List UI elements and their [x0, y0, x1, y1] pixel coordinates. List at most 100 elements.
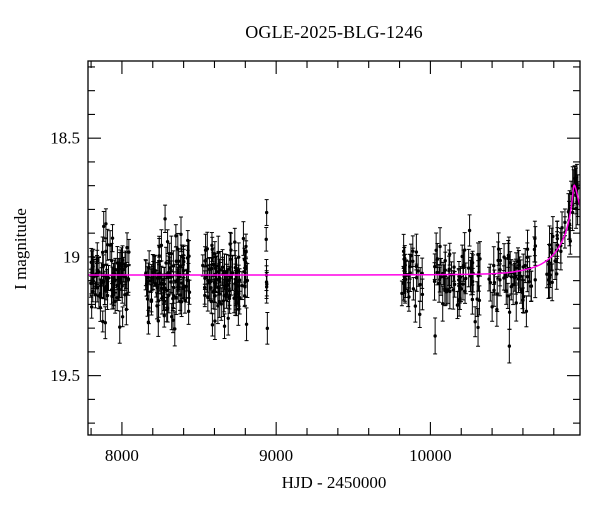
- data-point: [242, 284, 247, 308]
- data-point: [144, 271, 149, 297]
- data-point: [434, 232, 439, 269]
- data-point: [216, 235, 221, 270]
- data-point: [202, 266, 207, 290]
- data-point: [442, 274, 447, 307]
- data-point: [222, 313, 227, 340]
- data-point: [178, 216, 183, 253]
- data-point: [106, 265, 111, 291]
- data-point: [151, 254, 156, 284]
- data-point: [229, 232, 234, 268]
- data-point: [403, 260, 408, 298]
- data-point: [533, 226, 538, 266]
- data-point: [162, 266, 167, 294]
- data-point: [159, 265, 164, 301]
- x-tick-label: 10000: [409, 446, 452, 465]
- data-point: [506, 242, 511, 268]
- data-point: [476, 253, 481, 292]
- data-points: [88, 163, 580, 364]
- data-point: [212, 302, 217, 340]
- data-point: [149, 264, 154, 292]
- data-point: [435, 259, 440, 286]
- data-point: [466, 248, 471, 288]
- data-point: [487, 266, 492, 292]
- data-point: [122, 283, 127, 306]
- data-point: [437, 264, 442, 303]
- y-tick-label: 18.5: [50, 129, 80, 148]
- data-point: [101, 264, 106, 300]
- data-point: [90, 256, 95, 281]
- data-point: [237, 281, 242, 315]
- data-point: [157, 235, 162, 258]
- data-point: [507, 328, 512, 364]
- data-point: [126, 265, 131, 293]
- data-point: [177, 266, 182, 288]
- axis-ticks: [88, 61, 580, 435]
- data-point: [215, 287, 220, 325]
- data-point: [467, 214, 472, 247]
- data-point: [402, 245, 407, 272]
- data-point: [265, 311, 270, 345]
- data-point: [463, 262, 468, 295]
- data-point: [103, 306, 108, 340]
- data-point: [399, 280, 404, 307]
- x-tick-label: 9000: [259, 446, 293, 465]
- data-point: [205, 264, 210, 297]
- data-point: [227, 278, 232, 314]
- data-point: [224, 253, 229, 290]
- data-point: [476, 308, 481, 347]
- data-point: [406, 282, 411, 312]
- data-point: [508, 251, 513, 275]
- data-point: [173, 224, 178, 248]
- data-point: [113, 289, 118, 314]
- data-point: [521, 253, 526, 281]
- data-point: [243, 249, 248, 283]
- data-point: [186, 262, 191, 299]
- data-point: [473, 306, 478, 338]
- data-point: [443, 244, 448, 277]
- data-point: [244, 307, 249, 342]
- data-point: [89, 295, 94, 319]
- data-point: [103, 208, 108, 240]
- x-tick-label: 8000: [105, 446, 139, 465]
- data-point: [213, 264, 218, 294]
- data-point: [210, 313, 215, 337]
- data-point: [440, 285, 445, 322]
- data-point: [491, 246, 496, 285]
- chart-title: OGLE-2025-BLG-1246: [245, 22, 423, 42]
- data-point: [264, 199, 269, 226]
- data-point: [99, 272, 104, 299]
- data-point: [110, 266, 115, 297]
- x-tick-labels: 8000 9000 10000: [105, 446, 452, 465]
- data-point: [413, 289, 418, 323]
- data-point: [220, 259, 225, 284]
- data-point: [518, 259, 523, 294]
- data-point: [553, 242, 558, 280]
- data-point: [509, 272, 514, 301]
- data-point: [175, 232, 180, 266]
- data-point: [211, 252, 216, 277]
- data-point: [417, 300, 422, 328]
- data-point: [164, 273, 169, 308]
- data-point: [146, 309, 151, 335]
- data-point: [221, 285, 226, 318]
- data-point: [514, 284, 519, 322]
- data-point: [452, 252, 457, 282]
- data-point: [200, 254, 205, 277]
- data-point: [447, 255, 452, 286]
- data-point: [174, 246, 179, 277]
- y-tick-labels: 18.5 19 19.5: [50, 129, 80, 385]
- data-point: [573, 165, 578, 197]
- data-point: [117, 310, 122, 344]
- data-point: [525, 229, 530, 269]
- data-point: [411, 277, 416, 301]
- data-point: [186, 297, 191, 325]
- data-point: [408, 243, 413, 268]
- data-point: [410, 235, 415, 267]
- data-point: [520, 287, 525, 314]
- model-curve: [88, 184, 580, 276]
- data-point: [110, 224, 115, 253]
- data-point: [264, 227, 269, 252]
- data-point: [433, 317, 438, 355]
- data-point: [209, 232, 214, 259]
